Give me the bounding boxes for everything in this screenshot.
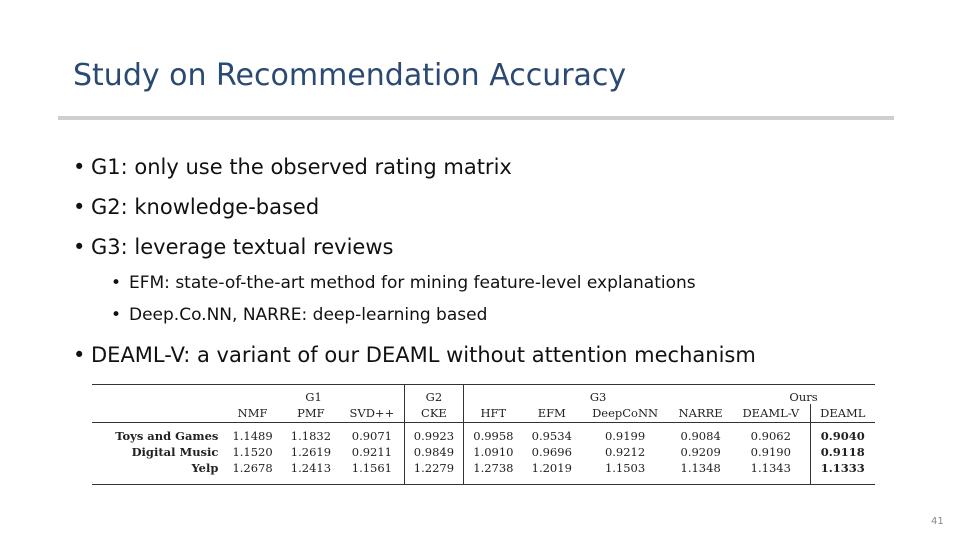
table-cell: 1.1520 — [232, 445, 273, 459]
table-cell: 1.2279 — [403, 460, 464, 485]
col-header: NMF — [223, 404, 282, 423]
bullet-list: G1: only use the observed rating matrix … — [73, 147, 756, 375]
table-cell: 0.9958 — [463, 422, 523, 444]
bullet-g3: G3: leverage textual reviews — [73, 227, 756, 267]
group-g3: G3 — [463, 384, 733, 404]
col-header: DeepCoNN — [580, 404, 670, 423]
table-cell: 0.9190 — [750, 445, 791, 459]
table-cell: 1.2619 — [290, 445, 332, 459]
table-cell: 0.9212 — [604, 445, 646, 459]
table-cell: 1.2678 — [232, 461, 273, 475]
table-cell: 1.1343 — [750, 461, 791, 475]
slide-title: Study on Recommendation Accuracy — [73, 58, 627, 93]
table-cell: 1.2738 — [463, 460, 523, 485]
col-header: NARRE — [669, 404, 733, 423]
table-cell: 1.1503 — [604, 461, 646, 475]
table-row: Digital Music 1.1520 1.2619 0.9211 0.984… — [92, 444, 875, 460]
group-ours: Ours — [789, 389, 818, 404]
table-cell: 1.1832 — [290, 429, 332, 443]
col-header: DEAML-V — [732, 404, 811, 423]
table-cell: 1.1489 — [232, 429, 273, 443]
table-cell: 0.9849 — [403, 444, 464, 460]
table-cell: 1.2413 — [290, 461, 332, 475]
page-number: 41 — [931, 516, 944, 527]
table-cell: 0.9696 — [531, 445, 572, 459]
table-cell: 1.1348 — [680, 461, 721, 475]
table-cell: 0.9071 — [351, 429, 392, 443]
col-header: SVD++ — [340, 404, 405, 423]
table-row: Yelp 1.2678 1.2413 1.1561 1.2279 1.2738 … — [92, 460, 875, 485]
results-table: G1 G2 G3 Ours NMF PMF SVD++ CKE HFT EFM … — [92, 384, 875, 485]
table-column-header: NMF PMF SVD++ CKE HFT EFM DeepCoNN NARRE… — [92, 404, 875, 423]
bullet-deaml-v: DEAML-V: a variant of our DEAML without … — [73, 335, 756, 375]
col-header: DEAML — [809, 404, 875, 423]
title-divider — [58, 116, 894, 120]
row-label: Toys and Games — [115, 429, 219, 443]
table-cell: 1.2019 — [531, 461, 572, 475]
table-cell: 1.1333 — [809, 460, 875, 485]
table-cell: 0.9211 — [351, 445, 392, 459]
bullet-g2: G2: knowledge-based — [73, 187, 756, 227]
table-cell: 0.9199 — [604, 429, 646, 443]
table-cell: 0.9923 — [403, 422, 464, 444]
row-label: Digital Music — [131, 445, 219, 459]
bullet-g3-sublist: EFM: state-of-the-art method for mining … — [111, 267, 756, 331]
table-cell: 0.9062 — [750, 429, 791, 443]
bullet-g1: G1: only use the observed rating matrix — [73, 147, 756, 187]
col-header: EFM — [522, 404, 581, 423]
col-header: CKE — [403, 404, 464, 423]
table-row: Toys and Games 1.1489 1.1832 0.9071 0.99… — [92, 422, 875, 444]
group-g1: G1 — [305, 389, 322, 404]
table-cell: 0.9118 — [809, 444, 875, 460]
col-header: HFT — [463, 404, 523, 423]
row-label: Yelp — [191, 461, 219, 475]
table-cell: 0.9209 — [680, 445, 721, 459]
table-cell: 0.9084 — [680, 429, 721, 443]
bullet-g3-efm: EFM: state-of-the-art method for mining … — [111, 267, 756, 299]
bullet-g3-deep: Deep.Co.NN, NARRE: deep-learning based — [111, 299, 756, 331]
col-header: PMF — [281, 404, 341, 423]
table-cell: 0.9040 — [809, 422, 875, 444]
table-group-header: G1 G2 G3 Ours — [92, 384, 875, 404]
table-cell: 1.1561 — [351, 461, 392, 475]
group-g2: G2 — [403, 384, 464, 404]
table-cell: 0.9534 — [531, 429, 572, 443]
table-cell: 1.0910 — [463, 444, 523, 460]
